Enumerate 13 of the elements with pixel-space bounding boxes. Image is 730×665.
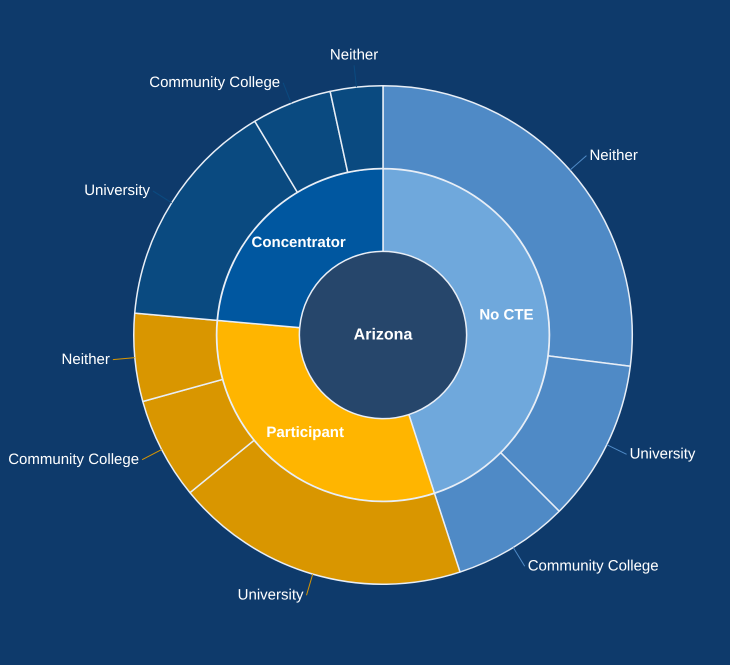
slice-label: Concentrator xyxy=(252,234,346,251)
slice-label: Community College xyxy=(149,74,280,91)
text: Arizona xyxy=(354,326,412,344)
slice-label: Community College xyxy=(528,557,659,574)
slice-label: Participant xyxy=(266,424,344,441)
slice-label: University xyxy=(630,445,696,462)
slice-label: University xyxy=(84,182,151,200)
slice-label: No CTE xyxy=(479,306,534,324)
slice-label: Neither xyxy=(330,46,378,64)
slice-label: Community College xyxy=(8,450,140,468)
slice-label: Neither xyxy=(62,350,110,368)
slice-label: University xyxy=(238,586,304,604)
slice-label: Neither xyxy=(589,146,638,164)
